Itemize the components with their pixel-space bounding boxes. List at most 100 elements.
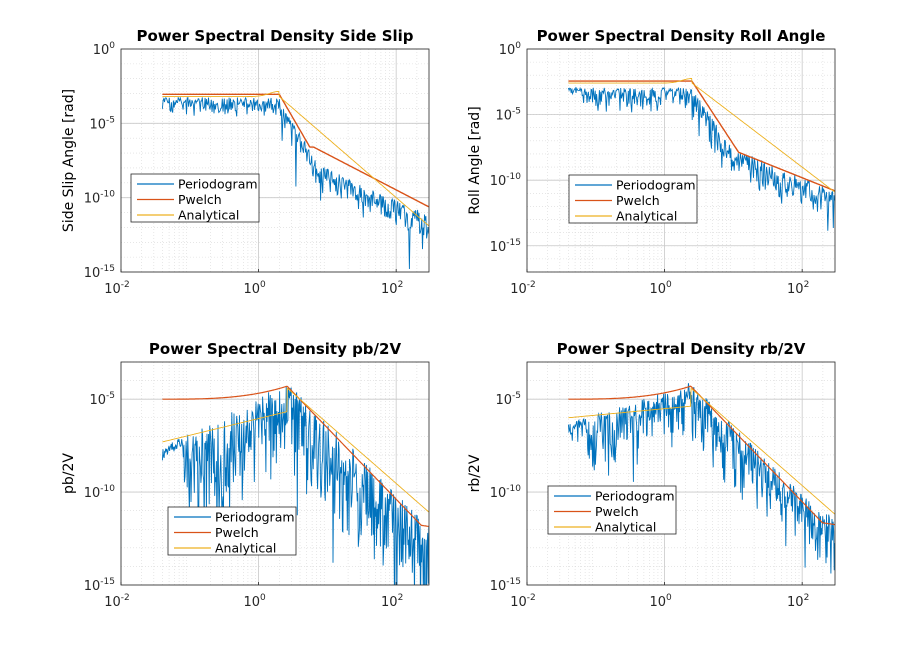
x-tick-exponent: 2	[398, 280, 404, 290]
y-tick-label: 10-5	[89, 115, 115, 132]
y-axis-label: Side Slip Angle [rad]	[61, 89, 77, 232]
y-tick-label: 10-10	[490, 172, 522, 189]
legend-box	[568, 174, 698, 224]
y-tick-exponent: -5	[106, 391, 115, 401]
x-tick-exponent: 2	[804, 593, 810, 603]
series-periodogram	[567, 383, 835, 574]
y-tick-label: 10-5	[89, 391, 115, 408]
x-tick-label: 100	[243, 593, 266, 610]
y-tick-exponent: -15	[506, 238, 521, 248]
chart-title: Power Spectral Density Roll Angle	[537, 27, 826, 45]
y-tick-exponent: -10	[100, 190, 115, 200]
series-group	[567, 78, 835, 231]
series-analytical	[568, 78, 835, 193]
x-tick-label: 10-2	[104, 593, 130, 610]
legend-analytical-label: Analytical	[215, 541, 276, 556]
plot-area	[526, 48, 836, 273]
y-tick-label: 10-10	[84, 484, 116, 501]
legend-periodogram-label: Periodogram	[178, 177, 258, 192]
series-analytical	[162, 387, 429, 513]
legend-analytical-label: Analytical	[178, 208, 239, 223]
series-analytical	[162, 90, 429, 227]
y-tick-exponent: -5	[106, 115, 115, 125]
x-tick-exponent: 0	[260, 280, 266, 290]
subplot-roll-angle: Power Spectral Density Roll Angle Roll A…	[467, 27, 836, 297]
grid	[120, 48, 429, 273]
legend-box	[130, 173, 260, 223]
y-tick-label: 10-10	[490, 484, 522, 501]
legend-periodogram-label: Periodogram	[215, 510, 295, 525]
legend-periodogram-label: Periodogram	[595, 489, 675, 504]
chart-title: Power Spectral Density Side Slip	[136, 27, 413, 45]
y-tick-exponent: 0	[109, 41, 115, 51]
x-tick-label: 102	[787, 280, 809, 297]
series-pwelch	[568, 80, 835, 192]
series-pwelch	[162, 93, 429, 208]
y-tick-label: 10-15	[490, 238, 521, 255]
x-tick-exponent: -2	[121, 593, 130, 603]
y-tick-exponent: 0	[515, 41, 521, 51]
y-tick-label: 10-5	[495, 107, 521, 124]
legend-analytical-label: Analytical	[595, 520, 656, 535]
x-tick-label: 100	[243, 280, 266, 297]
x-tick-label: 102	[381, 593, 403, 610]
y-tick-label: 100	[499, 41, 522, 58]
x-tick-exponent: 2	[804, 280, 810, 290]
subplot-side-slip: Power Spectral Density Side Slip Side Sl…	[61, 27, 430, 297]
y-axis-label: rb/2V	[467, 454, 483, 492]
legend-pwelch-label: Pwelch	[595, 504, 639, 519]
x-tick-exponent: -2	[527, 593, 536, 603]
x-tick-exponent: 0	[666, 593, 672, 603]
legend-pwelch-label: Pwelch	[178, 192, 222, 207]
series-analytical	[568, 387, 835, 515]
y-tick-exponent: -15	[506, 577, 521, 587]
x-tick-exponent: -2	[121, 280, 130, 290]
plot-area	[526, 361, 836, 586]
legend-periodogram-label: Periodogram	[616, 178, 696, 193]
y-tick-label: 10-15	[490, 577, 521, 594]
y-tick-label: 10-5	[495, 391, 521, 408]
x-tick-label: 100	[649, 593, 672, 610]
chart-title: Power Spectral Density rb/2V	[557, 340, 806, 358]
y-tick-exponent: -10	[506, 484, 521, 494]
y-tick-exponent: -10	[506, 172, 521, 182]
x-tick-exponent: 2	[398, 593, 404, 603]
series-group	[161, 385, 429, 585]
y-tick-exponent: -5	[512, 107, 521, 117]
y-tick-exponent: -10	[100, 484, 115, 494]
x-tick-exponent: 0	[666, 280, 672, 290]
x-tick-label: 100	[649, 280, 672, 297]
subplot-rb-2v: Power Spectral Density rb/2V rb/2V 10-2 1…	[467, 340, 836, 610]
x-tick-exponent: -2	[527, 280, 536, 290]
legend-pwelch-label: Pwelch	[616, 193, 660, 208]
x-tick-label: 10-2	[510, 593, 536, 610]
series-group	[161, 90, 429, 270]
y-axis-label: pb/2V	[61, 453, 77, 494]
x-tick-label: 102	[381, 280, 403, 297]
x-tick-exponent: 0	[260, 593, 266, 603]
series-periodogram	[161, 386, 429, 585]
plot-area	[120, 48, 430, 273]
y-tick-exponent: -15	[100, 264, 115, 274]
y-tick-label: 100	[93, 41, 116, 58]
grid	[526, 48, 835, 273]
y-tick-exponent: -15	[100, 577, 115, 587]
y-tick-label: 10-10	[84, 190, 116, 207]
y-tick-exponent: -5	[512, 391, 521, 401]
x-tick-label: 10-2	[104, 280, 130, 297]
legend-box	[167, 506, 297, 556]
series-group	[567, 383, 835, 574]
y-tick-label: 10-15	[84, 577, 115, 594]
chart-title: Power Spectral Density pb/2V	[149, 340, 402, 358]
series-periodogram	[567, 86, 835, 231]
y-axis-label: Roll Angle [rad]	[467, 106, 483, 214]
y-tick-label: 10-15	[84, 264, 115, 281]
legend-box	[547, 485, 677, 535]
x-tick-label: 102	[787, 593, 809, 610]
x-tick-label: 10-2	[510, 280, 536, 297]
